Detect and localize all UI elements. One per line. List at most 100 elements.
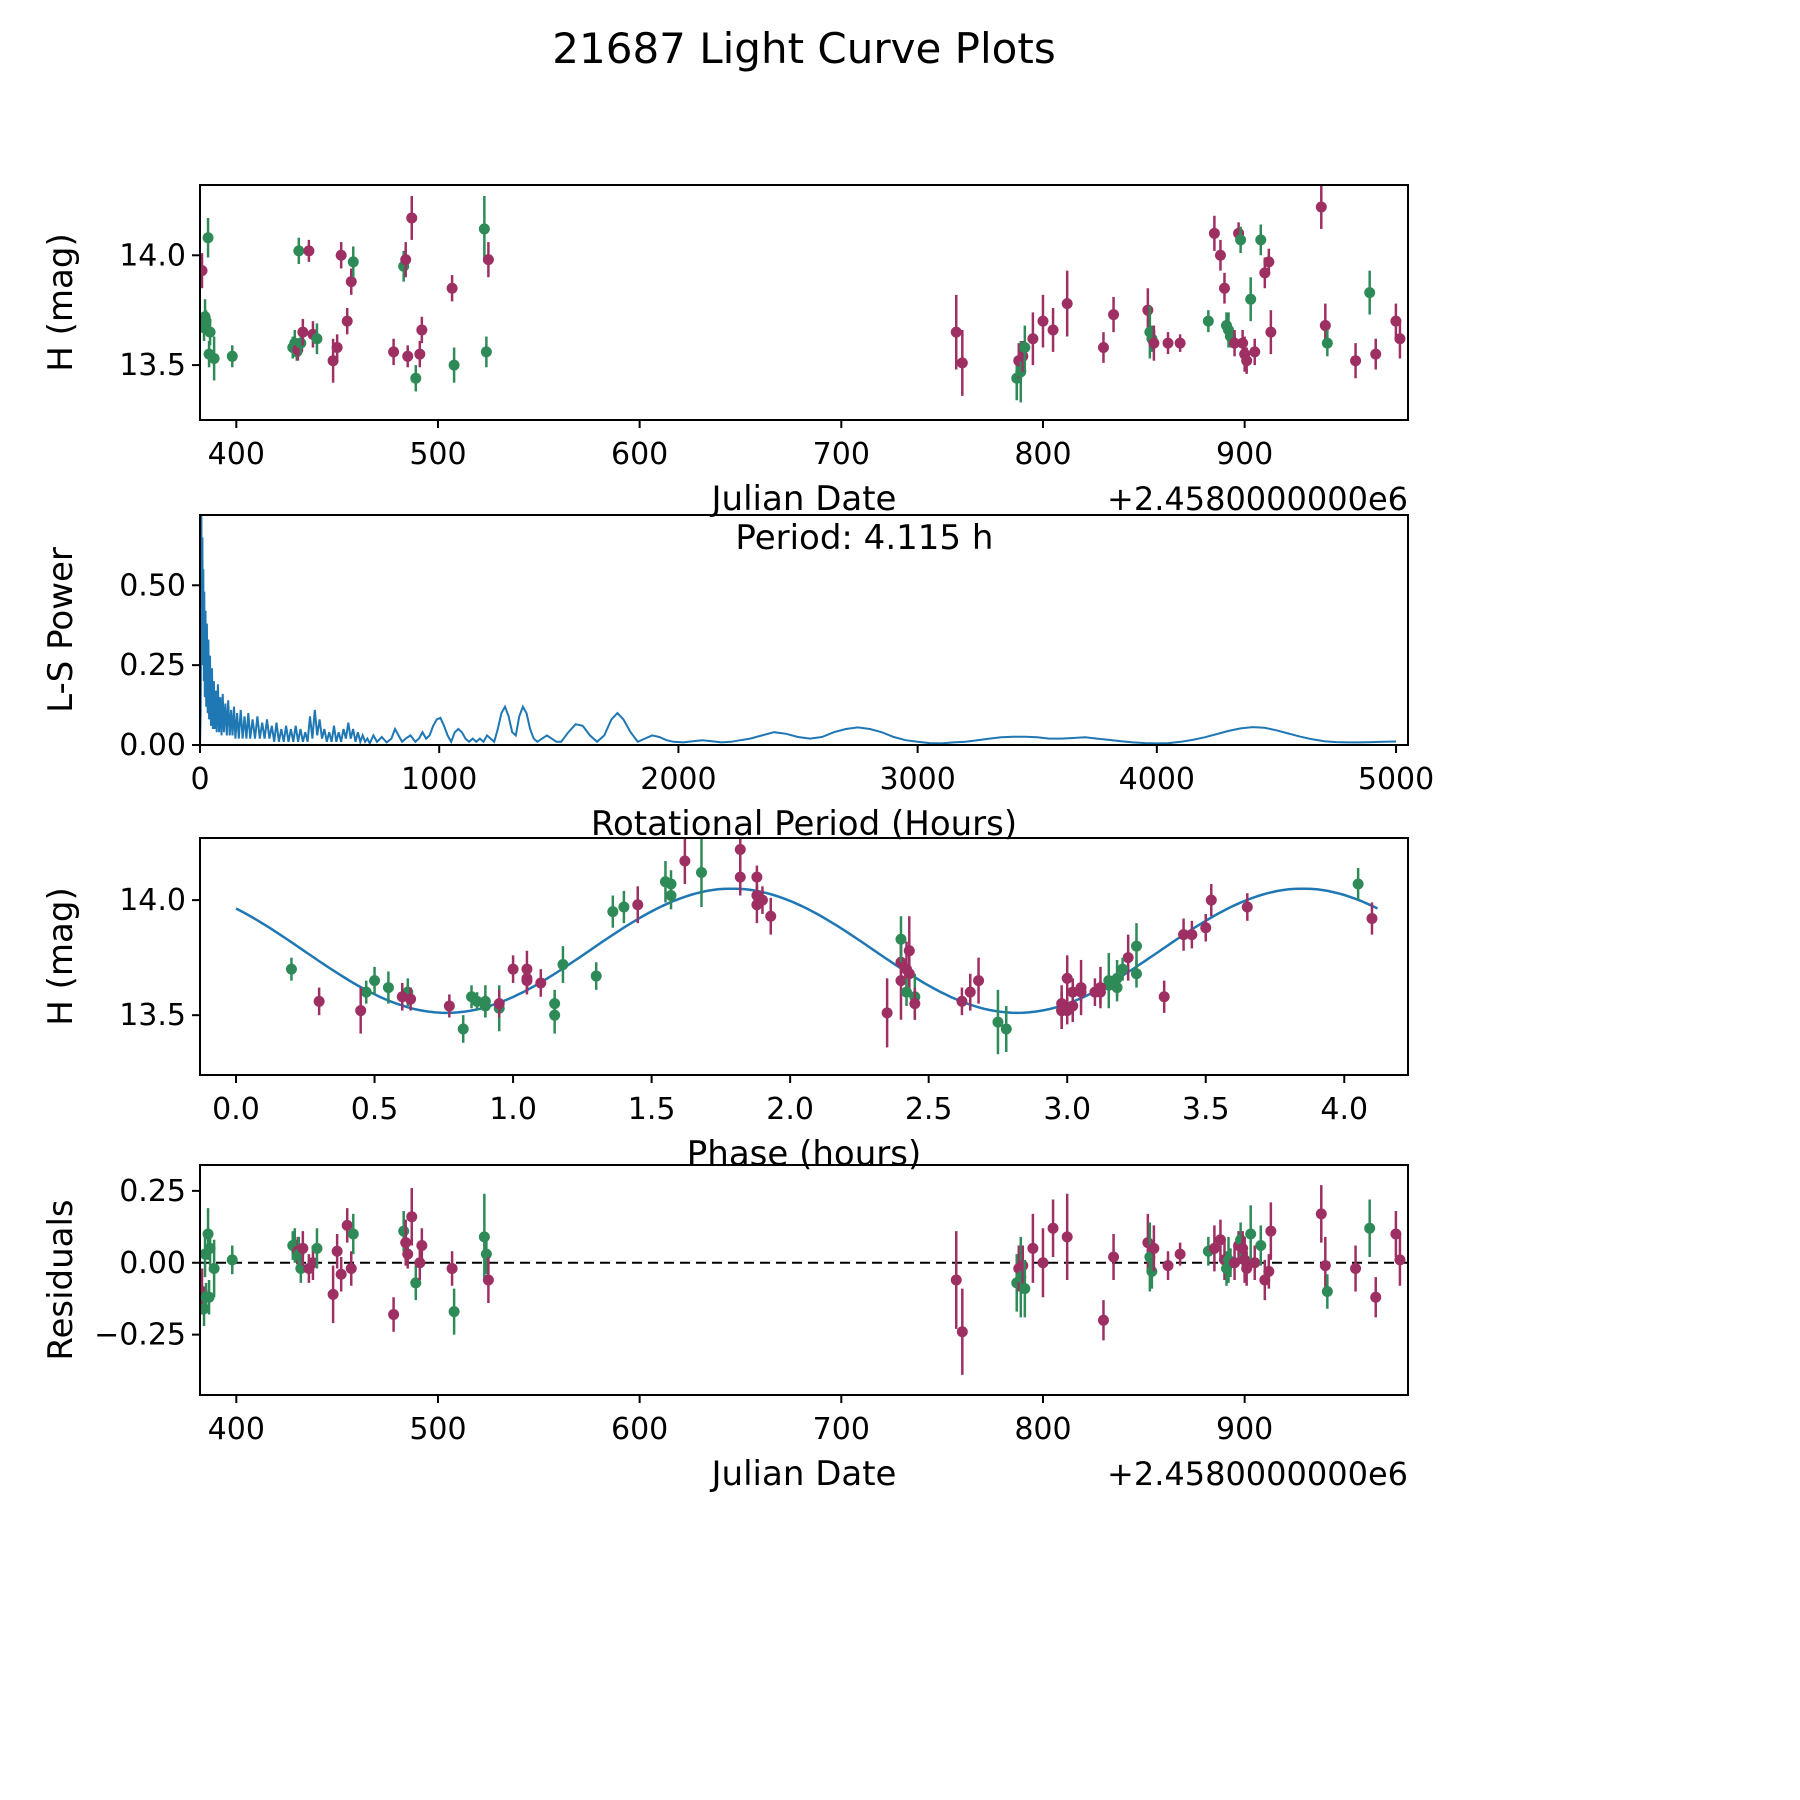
data-point bbox=[1265, 326, 1277, 338]
light-curve-x-tick-label: 800 bbox=[1014, 437, 1071, 472]
period-annotation: Period: 4.115 h bbox=[735, 518, 993, 558]
data-point bbox=[1047, 324, 1059, 336]
data-point bbox=[1174, 1248, 1186, 1260]
data-point bbox=[1148, 1242, 1160, 1254]
data-point bbox=[1186, 929, 1198, 941]
phase-curve-x-tick-label: 3.0 bbox=[1043, 1092, 1091, 1127]
data-point bbox=[1245, 293, 1257, 305]
phase-curve-x-tick-label: 1.5 bbox=[628, 1092, 676, 1127]
data-point bbox=[400, 1237, 412, 1249]
data-point bbox=[1321, 1286, 1333, 1297]
data-point bbox=[1061, 298, 1073, 310]
data-point bbox=[414, 1257, 426, 1269]
data-point bbox=[443, 1000, 455, 1012]
data-point bbox=[410, 372, 422, 384]
data-point bbox=[1350, 355, 1362, 367]
periodogram-ylabel: L-S Power bbox=[41, 547, 81, 713]
data-point bbox=[1245, 1228, 1257, 1240]
data-point bbox=[1061, 972, 1073, 984]
data-point bbox=[734, 871, 746, 883]
data-point bbox=[765, 910, 777, 922]
data-point bbox=[1162, 1260, 1174, 1272]
data-point bbox=[695, 867, 707, 879]
data-point bbox=[480, 1248, 492, 1260]
data-point bbox=[369, 975, 381, 987]
data-point bbox=[410, 1277, 422, 1289]
data-point bbox=[311, 333, 323, 345]
data-point bbox=[414, 348, 426, 360]
data-point bbox=[355, 1005, 367, 1017]
phase-curve-ylabel: H (mag) bbox=[41, 887, 81, 1025]
data-point bbox=[1370, 348, 1382, 360]
data-point bbox=[1259, 1274, 1271, 1286]
periodogram-y-tick-label: 0.50 bbox=[119, 568, 186, 603]
periodogram-panel: 0 1000 2000 3000 4000 50000.000.250.50Rotatio… bbox=[41, 514, 1434, 844]
data-point bbox=[1214, 249, 1226, 261]
data-point bbox=[1364, 1222, 1376, 1234]
data-point bbox=[1178, 929, 1190, 941]
data-point bbox=[493, 998, 505, 1010]
data-point bbox=[448, 359, 460, 371]
data-point bbox=[1130, 968, 1142, 980]
data-point bbox=[1097, 1314, 1109, 1326]
residuals-x-tick-label: 700 bbox=[813, 1412, 870, 1447]
light-curve-y-tick-label: 14.0 bbox=[119, 238, 186, 273]
data-point bbox=[956, 995, 968, 1007]
data-point bbox=[1075, 986, 1087, 998]
data-point bbox=[1117, 963, 1129, 975]
data-point bbox=[992, 1016, 1004, 1028]
data-point bbox=[331, 342, 343, 354]
periodogram-y-tick-label: 0.25 bbox=[119, 648, 186, 683]
data-point bbox=[396, 991, 408, 1003]
data-point bbox=[1229, 337, 1241, 349]
data-point bbox=[1249, 346, 1261, 358]
data-point bbox=[1037, 315, 1049, 327]
data-point bbox=[382, 982, 394, 994]
periodogram-x-tick-label: 0 bbox=[190, 762, 209, 797]
data-point bbox=[521, 963, 533, 975]
data-point bbox=[202, 232, 214, 244]
phase-curve-x-tick-label: 0.0 bbox=[212, 1092, 260, 1127]
data-point bbox=[1037, 1257, 1049, 1269]
data-point bbox=[402, 350, 414, 362]
data-point bbox=[909, 998, 921, 1010]
data-point bbox=[1108, 1251, 1120, 1263]
data-point bbox=[549, 1009, 561, 1021]
data-point bbox=[1366, 913, 1378, 925]
light-curve-x-tick-label: 900 bbox=[1216, 437, 1273, 472]
data-point bbox=[1259, 267, 1271, 279]
light-curve-x-tick-label: 700 bbox=[813, 437, 870, 472]
data-point bbox=[1208, 1242, 1220, 1254]
data-point bbox=[482, 1274, 494, 1286]
data-point bbox=[751, 899, 763, 911]
data-point bbox=[226, 350, 238, 362]
data-point bbox=[1097, 342, 1109, 354]
residuals-axes-box bbox=[199, 1164, 1409, 1396]
periodogram-line bbox=[200, 515, 1397, 745]
data-point bbox=[1146, 1265, 1158, 1277]
data-point bbox=[1111, 972, 1123, 984]
periodogram-x-tick-label: 3000 bbox=[879, 762, 955, 797]
data-point bbox=[1364, 287, 1376, 299]
data-point bbox=[347, 1228, 359, 1240]
data-point bbox=[398, 1225, 410, 1237]
data-point bbox=[1241, 355, 1253, 367]
phase-curve-y-tick-label: 13.5 bbox=[119, 998, 186, 1033]
data-point bbox=[416, 1240, 428, 1251]
data-point bbox=[1202, 315, 1214, 327]
data-point bbox=[345, 1263, 357, 1274]
data-point bbox=[1255, 1240, 1267, 1251]
data-point bbox=[405, 993, 417, 1005]
data-point bbox=[1027, 333, 1039, 345]
data-point bbox=[347, 256, 359, 268]
periodogram-x-tick-label: 2000 bbox=[640, 762, 716, 797]
residuals-y-tick-label: −0.25 bbox=[94, 1318, 186, 1353]
data-point bbox=[1158, 991, 1170, 1003]
data-point bbox=[335, 249, 347, 261]
data-point bbox=[1214, 1234, 1226, 1246]
data-point bbox=[295, 1263, 307, 1274]
light-curve-x-tick-label: 600 bbox=[611, 437, 668, 472]
data-point bbox=[471, 995, 483, 1007]
light-curve-data-layer bbox=[200, 185, 1406, 403]
data-point bbox=[751, 871, 763, 883]
